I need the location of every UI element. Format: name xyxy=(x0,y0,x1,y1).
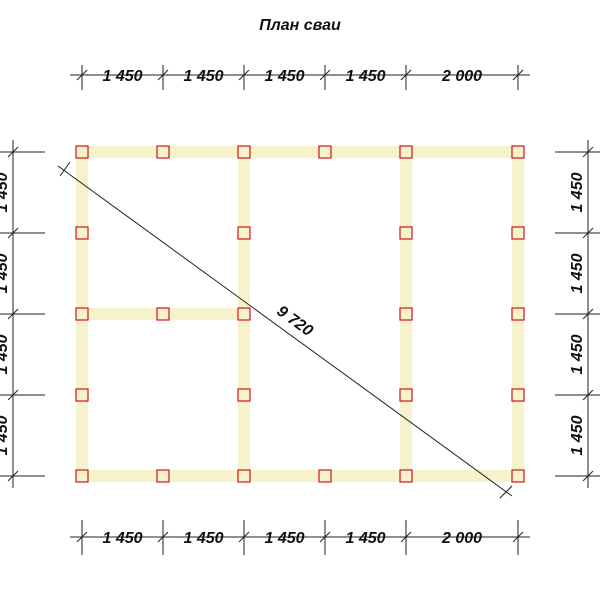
dimension-line xyxy=(582,470,594,482)
dimension-line xyxy=(157,69,169,81)
pile xyxy=(75,469,89,483)
pile xyxy=(511,388,525,402)
pile xyxy=(156,145,170,159)
dimension-line xyxy=(582,389,594,401)
dimension-line xyxy=(7,146,19,158)
dimension-line xyxy=(400,531,412,543)
dimension-line xyxy=(512,531,524,543)
dimension-label: 1 450 xyxy=(569,334,586,374)
dimension-line xyxy=(59,161,71,177)
dimension-label: 1 450 xyxy=(264,530,304,547)
pile xyxy=(511,469,525,483)
dimension-label: 1 450 xyxy=(569,253,586,293)
pile xyxy=(399,469,413,483)
dimension-label: 1 450 xyxy=(569,415,586,455)
pile xyxy=(237,145,251,159)
diagonal-label: 9 720 xyxy=(273,303,315,340)
dimension-label: 1 450 xyxy=(345,530,385,547)
pile xyxy=(237,388,251,402)
dimension-line xyxy=(157,531,169,543)
pile xyxy=(156,469,170,483)
pile xyxy=(318,145,332,159)
dimension-line xyxy=(582,227,594,239)
dimension-label: 1 450 xyxy=(183,530,223,547)
dimension-label: 1 450 xyxy=(0,253,11,293)
pile xyxy=(399,388,413,402)
pile xyxy=(237,226,251,240)
pile xyxy=(511,307,525,321)
dimension-label: 1 450 xyxy=(0,172,11,212)
dimension-line xyxy=(582,146,594,158)
piles xyxy=(75,145,525,483)
dimension-label: 1 450 xyxy=(0,334,11,374)
dimension-line xyxy=(319,531,331,543)
dimension-label: 1 450 xyxy=(0,415,11,455)
dimension-label: 1 450 xyxy=(264,68,304,85)
dimension-label: 2 000 xyxy=(441,530,482,547)
title: План сваи xyxy=(259,17,341,34)
dimension-line xyxy=(57,165,513,497)
pile xyxy=(318,469,332,483)
dimension-label: 1 450 xyxy=(102,68,142,85)
dimension-line xyxy=(582,308,594,320)
dimension-label: 1 450 xyxy=(183,68,223,85)
pile xyxy=(75,226,89,240)
pile xyxy=(156,307,170,321)
pile xyxy=(399,145,413,159)
dimension-line xyxy=(238,531,250,543)
pile xyxy=(399,307,413,321)
pile xyxy=(399,226,413,240)
dimension-line xyxy=(238,69,250,81)
pile xyxy=(237,469,251,483)
dimension-line xyxy=(7,308,19,320)
dimension-line xyxy=(319,69,331,81)
dimension-label: 1 450 xyxy=(345,68,385,85)
pile xyxy=(511,226,525,240)
dimension-line xyxy=(76,531,88,543)
dimension-line xyxy=(400,69,412,81)
pile xyxy=(511,145,525,159)
dimension-line xyxy=(7,389,19,401)
dimension-line xyxy=(7,227,19,239)
dimension-label: 2 000 xyxy=(441,68,482,85)
dimension-label: 1 450 xyxy=(102,530,142,547)
dimension-label: 1 450 xyxy=(569,172,586,212)
dimension-line xyxy=(499,485,513,499)
dimension-line xyxy=(7,470,19,482)
dimension-line xyxy=(76,69,88,81)
pile xyxy=(75,307,89,321)
pile xyxy=(75,145,89,159)
pile xyxy=(75,388,89,402)
pile xyxy=(237,307,251,321)
dimension-line xyxy=(512,69,524,81)
